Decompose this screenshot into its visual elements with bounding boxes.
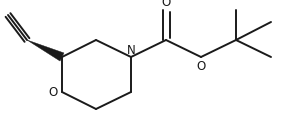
Text: O: O [161, 0, 171, 10]
Text: O: O [48, 85, 57, 98]
Text: N: N [127, 44, 135, 57]
Polygon shape [27, 40, 64, 61]
Text: O: O [196, 59, 206, 72]
